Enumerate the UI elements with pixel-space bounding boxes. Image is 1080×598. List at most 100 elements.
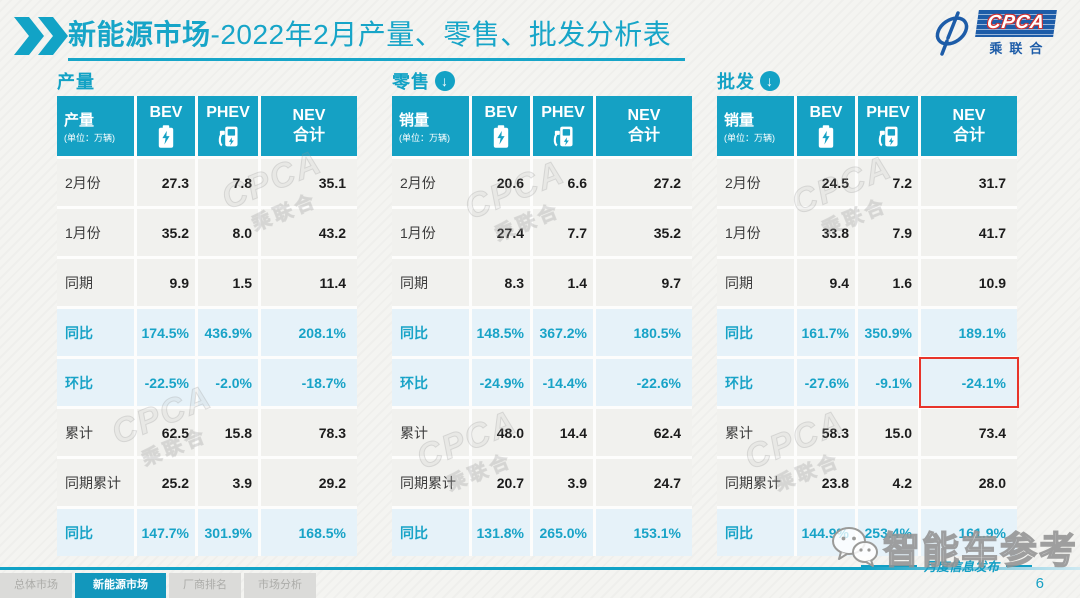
value-cell: 153.1%	[596, 509, 692, 556]
charging-station-icon	[878, 126, 898, 147]
row-label: 环比	[392, 359, 469, 406]
row-label: 1月份	[57, 209, 134, 256]
column-header-nev: NEV 合计	[261, 96, 357, 156]
circled-down-arrow-icon: ↓	[760, 71, 780, 91]
value-cell: 7.7	[533, 209, 593, 256]
row-label: 同比	[57, 509, 134, 556]
row-label: 2月份	[392, 159, 469, 206]
page-title-primary: 新能源市场	[68, 19, 211, 50]
value-cell: 367.2%	[533, 309, 593, 356]
value-cell: 23.8	[797, 459, 855, 506]
value-cell: 1.6	[858, 259, 918, 306]
production-table: 产量 (单位：万辆) BEV PHEV NEV 合计 2月份 27.3 7.8 35.1 1月份…	[57, 96, 357, 556]
value-cell: 78.3	[261, 409, 357, 456]
row-label: 同比	[392, 509, 469, 556]
column-header-phev: PHEV	[858, 96, 918, 156]
column-header-nev: NEV 合计	[921, 96, 1017, 156]
footer-tab-3[interactable]: 市场分析	[244, 573, 316, 598]
value-cell: 3.9	[198, 459, 258, 506]
row-label: 累计	[392, 409, 469, 456]
value-cell: 20.7	[472, 459, 530, 506]
row-label: 1月份	[392, 209, 469, 256]
note-line	[1006, 564, 1032, 567]
wholesale-table: 销量 (单位：万辆) BEV PHEV NEV 合计 2月份 24.5 7.2 31.7 1月份…	[717, 96, 1019, 556]
value-cell: 8.3	[472, 259, 530, 306]
page-title: 新能源市场-2022年2月产量、零售、批发分析表	[68, 13, 686, 61]
section-label-wholesale: 批发 ↓	[717, 70, 780, 92]
value-cell: -14.4%	[533, 359, 593, 406]
footer-note-text: 月度信息发布	[923, 560, 999, 574]
value-cell: -22.6%	[596, 359, 692, 406]
battery-icon	[818, 124, 834, 148]
section-title: 批发	[717, 72, 755, 92]
retail-table: 销量 (单位：万辆) BEV PHEV NEV 合计 2月份 20.6 6.6 27.2 1月份…	[392, 96, 692, 556]
footer-tab-1[interactable]: 新能源市场	[75, 573, 166, 598]
value-cell: 25.2	[137, 459, 195, 506]
value-cell: 58.3	[797, 409, 855, 456]
value-cell: 11.4	[261, 259, 357, 306]
value-cell: 131.8%	[472, 509, 530, 556]
value-cell: 35.1	[261, 159, 357, 206]
value-cell: 73.4	[921, 409, 1017, 456]
value-cell: 144.9%	[797, 509, 855, 556]
circled-down-arrow-icon: ↓	[435, 71, 455, 91]
charging-station-icon	[553, 126, 573, 147]
value-cell: 8.0	[198, 209, 258, 256]
value-cell: 436.9%	[198, 309, 258, 356]
page-number: 6	[1035, 575, 1044, 592]
column-header-nev: NEV 合计	[596, 96, 692, 156]
value-cell: -24.9%	[472, 359, 530, 406]
cpca-swirl-icon	[935, 11, 969, 56]
value-cell: 41.7	[921, 209, 1017, 256]
footer-tab-2[interactable]: 厂商排名	[169, 573, 241, 598]
row-label: 同比	[717, 309, 794, 356]
row-label: 同期累计	[717, 459, 794, 506]
value-cell: 147.7%	[137, 509, 195, 556]
row-label: 同期累计	[392, 459, 469, 506]
row-label: 1月份	[717, 209, 794, 256]
section-label-production: 产量 ↓	[57, 70, 95, 92]
value-cell: -27.6%	[797, 359, 855, 406]
value-cell: 161.9%	[921, 509, 1017, 556]
row-label: 累计	[717, 409, 794, 456]
value-cell: 10.9	[921, 259, 1017, 306]
column-header-phev: PHEV	[533, 96, 593, 156]
footer-tab-bar: 总体市场 新能源市场 厂商排名 市场分析	[0, 573, 316, 598]
value-cell: 161.7%	[797, 309, 855, 356]
value-cell: -2.0%	[198, 359, 258, 406]
footer-tab-0[interactable]: 总体市场	[0, 573, 72, 598]
row-label: 2月份	[57, 159, 134, 206]
value-cell: 29.2	[261, 459, 357, 506]
row-label: 环比	[57, 359, 134, 406]
value-cell: 35.2	[137, 209, 195, 256]
column-header-bev: BEV	[472, 96, 530, 156]
cpca-logo-text: CPCA	[975, 10, 1057, 37]
column-header-phev: PHEV	[198, 96, 258, 156]
section-label-retail: 零售 ↓	[392, 70, 455, 92]
value-cell: -9.1%	[858, 359, 918, 406]
section-title: 零售	[392, 72, 430, 92]
value-cell: 43.2	[261, 209, 357, 256]
row-label: 2月份	[717, 159, 794, 206]
row-label: 同期	[57, 259, 134, 306]
value-cell: 253.4%	[858, 509, 918, 556]
double-right-chevron-icon	[14, 17, 70, 60]
value-cell: 265.0%	[533, 509, 593, 556]
value-cell: 1.4	[533, 259, 593, 306]
value-cell: 189.1%	[921, 309, 1017, 356]
note-line	[860, 564, 917, 567]
cpca-logo-subtext: 乘联合	[989, 41, 1050, 56]
value-cell: -18.7%	[261, 359, 357, 406]
value-cell: 148.5%	[472, 309, 530, 356]
row-label: 同期累计	[57, 459, 134, 506]
cpca-logo: CPCA 乘联合	[928, 10, 1064, 64]
page-title-rest: -2022年2月产量、零售、批发分析表	[210, 19, 672, 50]
value-cell: 20.6	[472, 159, 530, 206]
value-cell: 14.4	[533, 409, 593, 456]
section-title: 产量	[57, 72, 95, 92]
value-cell: 62.4	[596, 409, 692, 456]
value-cell: 208.1%	[261, 309, 357, 356]
value-cell: 301.9%	[198, 509, 258, 556]
value-cell: 24.7	[596, 459, 692, 506]
